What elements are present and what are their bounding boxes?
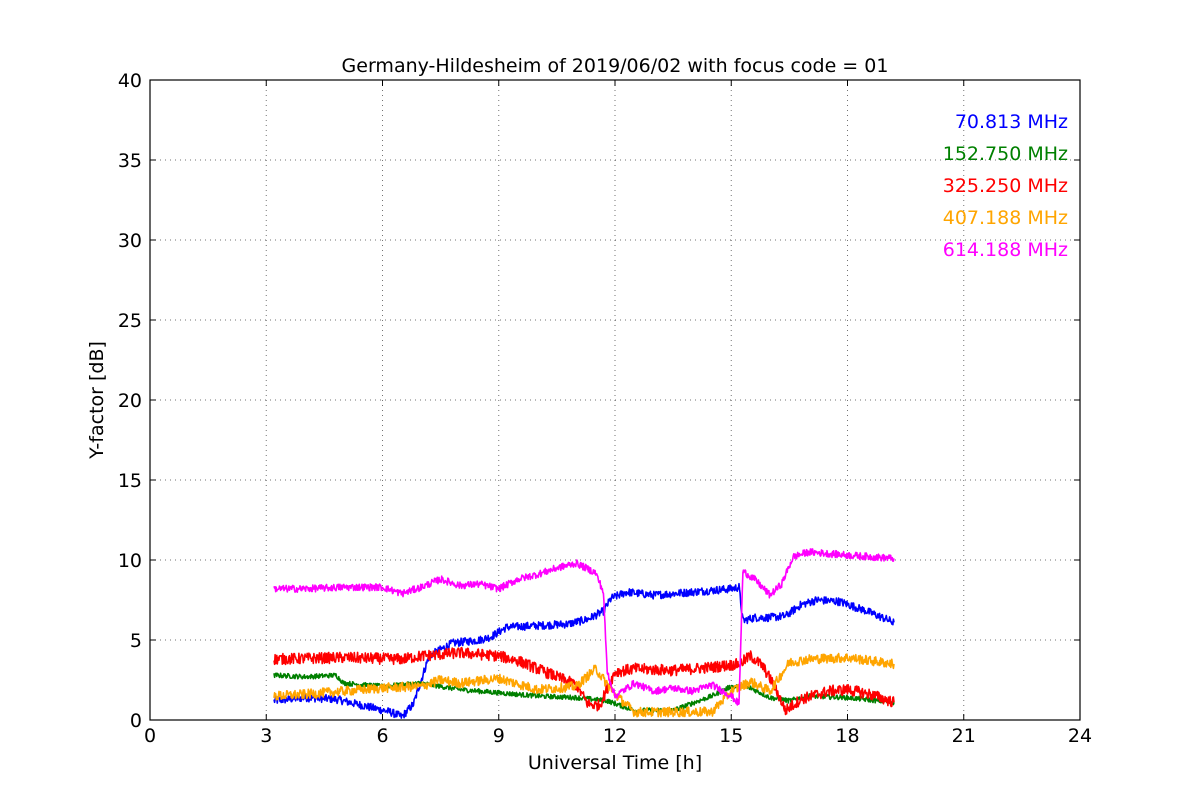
x-tick-label: 21: [952, 725, 976, 747]
x-tick-label: 9: [493, 725, 505, 747]
legend-entry-3: 407.188 MHz: [943, 207, 1068, 229]
legend-entry-2: 325.250 MHz: [943, 175, 1068, 197]
ticks: 0 3 6 9 12 15 18 21 24 0 5 10 15 20 25 30 35 40: [118, 70, 1092, 747]
series-line-3: [273, 652, 895, 718]
legend-entry-4: 614.188 MHz: [943, 239, 1068, 261]
x-tick-label: 18: [835, 725, 859, 747]
y-tick-label: 30: [118, 230, 142, 252]
y-tick-label: 35: [118, 150, 142, 172]
x-tick-label: 0: [144, 725, 156, 747]
chart-title: Germany-Hildesheim of 2019/06/02 with fo…: [342, 55, 889, 77]
series-line-0: [273, 582, 895, 719]
plot-area: [273, 548, 895, 719]
x-tick-label: 15: [719, 725, 743, 747]
series-line-4: [273, 548, 895, 706]
series-line-2: [273, 646, 895, 716]
y-tick-label: 15: [118, 470, 142, 492]
y-tick-label: 20: [118, 390, 142, 412]
y-tick-label: 0: [130, 710, 142, 732]
grid: [150, 80, 1080, 720]
legend-entry-1: 152.750 MHz: [943, 143, 1068, 165]
x-tick-label: 12: [603, 725, 627, 747]
x-tick-label: 24: [1068, 725, 1092, 747]
y-tick-label: 40: [118, 70, 142, 92]
x-tick-label: 6: [376, 725, 388, 747]
x-tick-label: 3: [260, 725, 272, 747]
x-axis-label: Universal Time [h]: [528, 752, 702, 774]
y-tick-label: 25: [118, 310, 142, 332]
legend-entry-0: 70.813 MHz: [955, 111, 1068, 133]
y-tick-label: 5: [130, 630, 142, 652]
y-axis-label: Y-factor [dB]: [86, 341, 108, 460]
y-tick-label: 10: [118, 550, 142, 572]
legend: 70.813 MHz 152.750 MHz 325.250 MHz 407.188 …: [943, 111, 1068, 261]
